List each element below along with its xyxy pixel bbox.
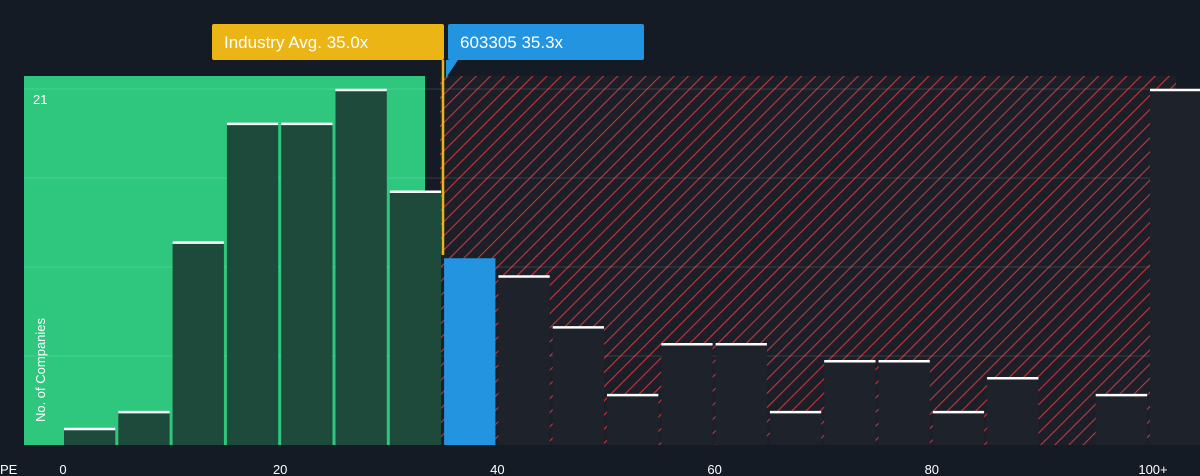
company-callout-label: 603305 35.3x: [460, 33, 564, 52]
histogram-bar: [118, 411, 170, 445]
industry-avg-callout-label: Industry Avg. 35.0x: [224, 33, 369, 52]
y-tick-label-21: 21: [33, 92, 47, 107]
company-callout-box: [448, 24, 644, 60]
histogram-bar: [715, 343, 767, 445]
overvalued-hatch: [440, 76, 1176, 445]
histogram-bar: [226, 122, 279, 446]
histogram-bar: [172, 241, 224, 445]
histogram-bar: [987, 377, 1039, 445]
histogram-bar: [607, 394, 659, 445]
x-tick-label: 20: [273, 462, 287, 476]
x-tick-label: 80: [925, 462, 939, 476]
histogram-bar: [1095, 394, 1147, 445]
y-axis-label: No. of Companies: [33, 317, 48, 422]
histogram-bar: [661, 343, 713, 445]
histogram-bar: [878, 360, 930, 445]
x-axis-label: PE: [0, 462, 18, 476]
x-tick-label: 60: [707, 462, 721, 476]
histogram-bar: [1150, 89, 1200, 445]
company-bar: [444, 258, 496, 445]
histogram-bar: [932, 411, 985, 445]
x-tick-label: 40: [490, 462, 504, 476]
industry-avg-callout-box: [212, 24, 444, 60]
histogram-bar: [389, 190, 442, 445]
histogram-bar: [498, 275, 550, 445]
histogram-bar: [335, 89, 387, 445]
x-tick-label: 0: [59, 462, 66, 476]
company-callout-pointer: [446, 60, 458, 78]
histogram-bar: [281, 122, 333, 446]
company-callout: 603305 35.3x: [446, 24, 644, 78]
histogram-bar: [824, 360, 876, 445]
histogram-bar: [769, 411, 822, 445]
industry-avg-callout: Industry Avg. 35.0x: [212, 24, 444, 60]
x-tick-label: 100+: [1138, 462, 1167, 476]
histogram-bar: [552, 326, 604, 445]
histogram-bar: [64, 428, 116, 445]
